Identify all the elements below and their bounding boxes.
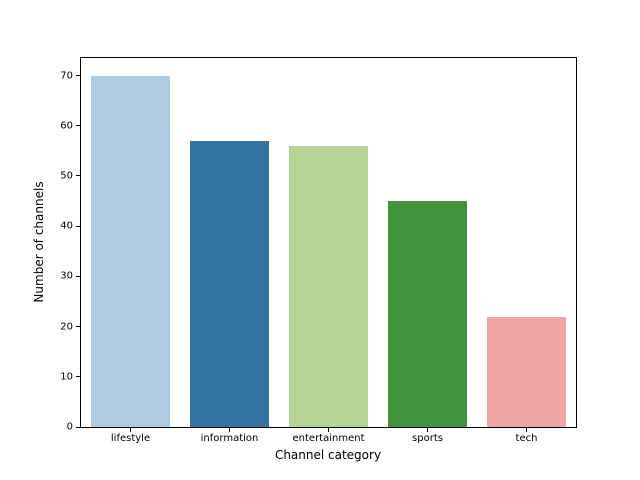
y-tick-mark [76, 175, 80, 177]
y-tick-label: 40 [60, 220, 73, 232]
x-tick-label-entertainment: entertainment [292, 433, 365, 444]
x-tick-mark [526, 428, 527, 432]
y-tick-mark [76, 376, 80, 378]
x-tick-mark [427, 428, 428, 432]
y-axis-label: Number of channels [32, 181, 46, 303]
bar-information [189, 140, 270, 427]
x-tick-label-information: information [200, 433, 259, 444]
bar-lifestyle [90, 75, 171, 427]
y-tick-mark [76, 225, 80, 227]
x-tick-mark [130, 428, 131, 432]
y-tick-mark [76, 125, 80, 127]
y-tick-label: 60 [60, 120, 73, 132]
x-axis-label: Channel category [274, 448, 382, 462]
y-tick-label: 70 [60, 70, 73, 82]
y-tick-mark [76, 426, 80, 428]
x-tick-mark [328, 428, 329, 432]
y-tick-label: 30 [60, 270, 73, 282]
y-tick-mark [76, 75, 80, 77]
x-tick-mark [229, 428, 230, 432]
bar-sports [387, 201, 468, 427]
x-tick-label-tech: tech [515, 433, 538, 444]
x-tick-label-sports: sports [412, 433, 443, 444]
y-tick-label: 10 [60, 371, 73, 383]
y-tick-label: 0 [66, 421, 73, 433]
y-tick-mark [76, 326, 80, 328]
y-tick-mark [76, 275, 80, 277]
x-tick-label-lifestyle: lifestyle [110, 433, 151, 444]
plot-area [80, 57, 577, 428]
y-tick-label: 20 [60, 321, 73, 333]
bar-tech [486, 316, 567, 427]
bar-entertainment [288, 145, 369, 427]
y-tick-label: 50 [60, 170, 73, 182]
